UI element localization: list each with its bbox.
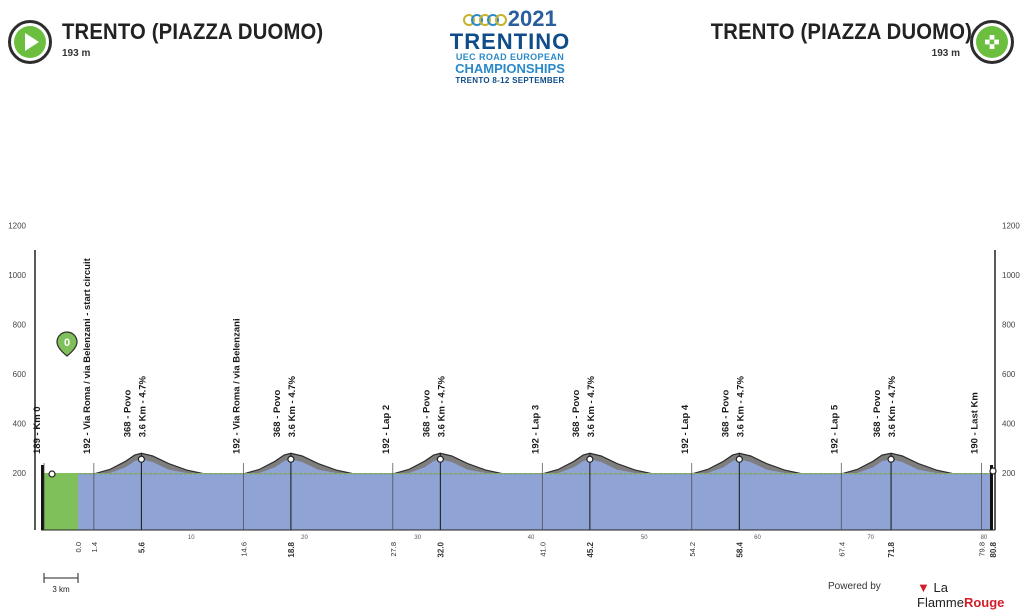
km-label: 18.8 [287, 541, 296, 557]
x-minor-tick: 70 [867, 535, 874, 541]
km-label: 27.8 [389, 542, 398, 557]
km-label: 58.4 [735, 541, 744, 557]
start-marker [48, 470, 56, 478]
x-minor-tick: 40 [528, 535, 535, 541]
finish-marker [989, 467, 997, 475]
km-label: 45.2 [586, 541, 595, 557]
start-play-icon [8, 20, 52, 64]
x-minor-tick: 20 [301, 535, 308, 541]
summit-marker [586, 455, 594, 463]
km0-pin-icon [56, 331, 78, 357]
brand: ▼ La FlammeRouge [917, 580, 1024, 610]
championship-logo: 2021 TRENTINO UEC ROAD EUROPEAN CHAMPION… [430, 6, 590, 86]
y-tick-left: 600 [13, 370, 27, 379]
annotation-text: 192 - Via Roma / via Belenzani - start c… [82, 257, 93, 454]
km0-pin-label: 0 [64, 337, 70, 349]
start-place: TRENTO (PIAZZA DUOMO) [62, 19, 324, 44]
annotation-text: 192 - Lap 4 [680, 404, 691, 454]
x-minor-tick: 50 [641, 535, 648, 541]
summit-marker [887, 455, 895, 463]
annotation-text: 192 - Lap 5 [829, 404, 840, 454]
annotation-text: 190 - Last Km [970, 392, 981, 454]
finish-place: TRENTO (PIAZZA DUOMO) [710, 19, 972, 44]
y-tick-left: 200 [13, 469, 27, 478]
annotation-text: 3.6 Km - 4.7% [887, 375, 898, 437]
x-minor-tick: 10 [188, 535, 195, 541]
x-minor-tick: 30 [414, 535, 421, 541]
y-tick-left: 800 [13, 321, 27, 330]
annotation-text: 192 - Via Roma / via Belenzani [231, 318, 242, 454]
start-edge [41, 465, 45, 530]
km-label: 1.4 [90, 542, 99, 552]
annotation-text: 368 - Povo [122, 390, 133, 438]
summit-marker [436, 455, 444, 463]
logo-main: TRENTINO [449, 29, 571, 54]
km-label: 54.2 [688, 542, 697, 557]
powered-by: Powered by [828, 581, 881, 592]
km-label: 32.0 [436, 541, 445, 557]
logo-championships: CHAMPIONSHIPS [455, 61, 565, 76]
flame-icon: ▼ [917, 580, 930, 595]
checkered-flag-icon [985, 35, 999, 49]
annotation-text: 3.6 Km - 4.7% [436, 375, 447, 437]
finish-edge [990, 465, 993, 530]
summit-marker [287, 455, 295, 463]
y-tick-left: 1200 [8, 222, 26, 231]
datum-line [44, 473, 994, 474]
annotation-text: 189 - Km 0 [32, 406, 43, 454]
km-label: 71.8 [887, 541, 896, 557]
x-minor-tick: 60 [754, 535, 761, 541]
profile-base [44, 459, 993, 530]
y-tick-right: 400 [1002, 420, 1016, 429]
finish-flag-icon [970, 20, 1014, 64]
start-altitude: 193 m [62, 48, 91, 59]
y-tick-right: 1200 [1002, 222, 1020, 231]
km-label: 5.6 [137, 541, 146, 553]
annotation-text: 368 - Povo [720, 390, 731, 438]
rings-icon [463, 13, 508, 31]
annotation-text: 192 - Lap 3 [530, 405, 541, 454]
km-label: 0.0 [74, 542, 83, 552]
y-tick-right: 1000 [1002, 271, 1020, 280]
annotation-text: 192 - Lap 2 [381, 405, 392, 454]
logo-dates: TRENTO 8-12 SEPTEMBER [455, 76, 565, 85]
km-label: 67.4 [837, 542, 846, 557]
annotation-text: 368 - Povo [272, 390, 283, 438]
scale-bar-label: 3 km [52, 585, 70, 594]
summit-marker [735, 455, 743, 463]
annotation-text: 3.6 Km - 4.7% [137, 375, 148, 437]
annotation-text: 368 - Povo [571, 390, 582, 438]
logo-year: 2021 [507, 6, 557, 31]
km-label: 79.8 [978, 542, 987, 557]
annotation-text: 368 - Povo [872, 390, 883, 438]
y-tick-left: 400 [13, 420, 27, 429]
x-minor-tick: 80 [981, 535, 988, 541]
km-label: 80.8 [989, 541, 998, 557]
y-tick-right: 800 [1002, 321, 1016, 330]
y-tick-left: 1000 [8, 271, 26, 280]
annotation-text: 3.6 Km - 4.7% [586, 375, 597, 437]
y-tick-right: 200 [1002, 469, 1016, 478]
y-tick-right: 600 [1002, 370, 1016, 379]
km-label: 14.6 [239, 542, 248, 557]
play-triangle-icon [25, 33, 39, 51]
annotation-text: 368 - Povo [421, 390, 432, 438]
km-label: 41.0 [538, 542, 547, 557]
finish-altitude: 193 m [931, 48, 960, 59]
summit-marker [137, 455, 146, 463]
annotation-text: 3.6 Km - 4.7% [287, 375, 298, 437]
neutral-zone [44, 473, 78, 530]
logo-sub: UEC ROAD EUROPEAN [455, 52, 565, 62]
annotation-text: 3.6 Km - 4.7% [735, 375, 746, 437]
